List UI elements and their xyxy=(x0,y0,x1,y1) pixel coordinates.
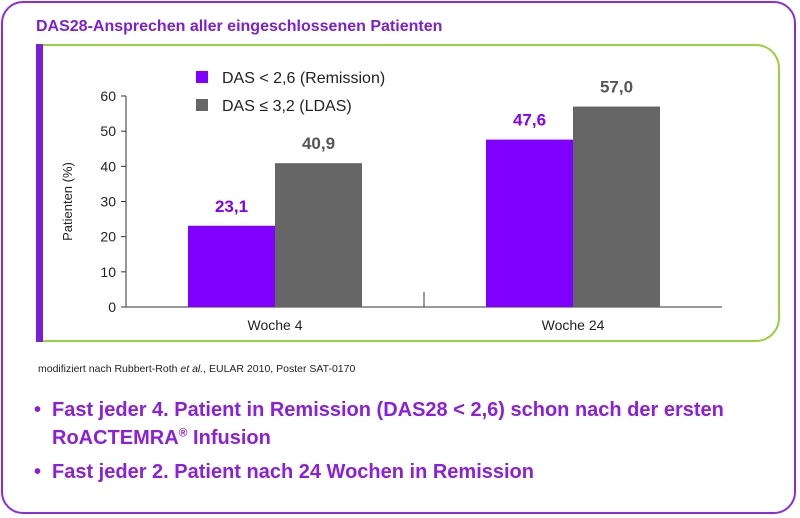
x-tick-label: Woche 4 xyxy=(248,317,303,333)
source-citation: modifiziert nach Rubbert-Roth et al., EU… xyxy=(38,363,355,375)
legend-swatch xyxy=(196,71,208,83)
bar xyxy=(188,225,275,307)
data-label: 23,1 xyxy=(215,197,248,216)
finding-item: • Fast jeder 4. Patient in Remission (DA… xyxy=(34,396,764,452)
y-tick-label: 30 xyxy=(100,194,116,210)
chart-panel xyxy=(36,44,780,342)
source-prefix: modifiziert nach Rubbert-Roth xyxy=(38,363,181,375)
data-label: 57,0 xyxy=(600,78,633,97)
legend-swatch xyxy=(196,99,208,111)
finding-text-end: Infusion xyxy=(187,427,271,449)
chart-section-title: DAS28-Ansprechen aller eingeschlossenen … xyxy=(36,18,443,35)
y-tick-label: 0 xyxy=(108,299,116,315)
x-tick-label: Woche 24 xyxy=(542,317,605,333)
source-italic: et al. xyxy=(180,363,204,375)
y-tick-label: 60 xyxy=(100,88,116,104)
legend-label: DAS ≤ 3,2 (LDAS) xyxy=(222,98,352,115)
chart-accent-bar xyxy=(36,44,43,342)
finding-item: • Fast jeder 2. Patient nach 24 Wochen i… xyxy=(34,458,764,486)
bar xyxy=(486,139,573,307)
y-tick-label: 50 xyxy=(100,123,116,139)
bullet-marker: • xyxy=(34,461,42,483)
y-axis-title: Patienten (%) xyxy=(60,162,75,241)
finding-text: Fast jeder 4. Patient in Remission (DAS2… xyxy=(52,399,724,449)
key-findings-list: • Fast jeder 4. Patient in Remission (DA… xyxy=(34,396,764,492)
registered-mark: ® xyxy=(178,425,188,440)
bar xyxy=(573,106,660,307)
y-tick-label: 10 xyxy=(100,264,116,280)
y-tick-label: 40 xyxy=(100,158,116,174)
data-label: 40,9 xyxy=(302,134,335,153)
finding-text: Fast jeder 2. Patient nach 24 Wochen in … xyxy=(52,461,534,483)
bar xyxy=(275,163,362,307)
source-suffix: , EULAR 2010, Poster SAT-0170 xyxy=(203,363,356,375)
data-label: 47,6 xyxy=(513,111,546,130)
y-tick-label: 20 xyxy=(100,229,116,245)
bullet-marker: • xyxy=(34,399,42,421)
legend-label: DAS < 2,6 (Remission) xyxy=(222,70,385,87)
